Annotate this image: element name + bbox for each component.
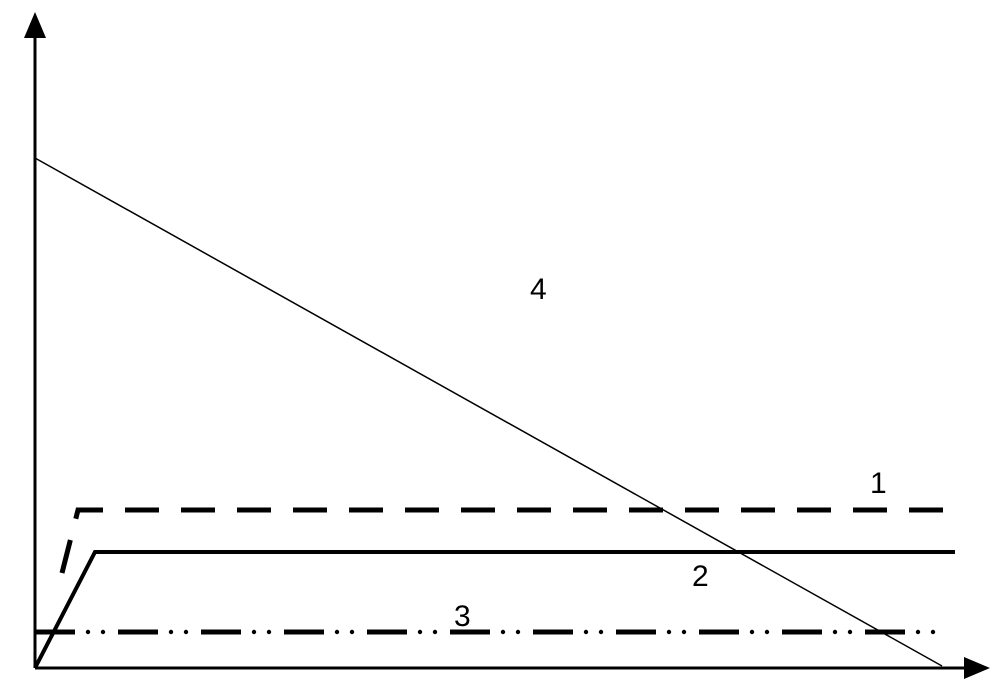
series-1-label: 1 — [870, 467, 887, 501]
chart-svg — [0, 0, 1000, 693]
series-2-line — [35, 552, 955, 668]
series-2-label: 2 — [692, 560, 709, 594]
series-4-label: 4 — [530, 273, 547, 307]
series-3-line — [35, 630, 935, 634]
series-4-line — [35, 158, 942, 666]
series-3-label: 3 — [454, 600, 471, 634]
chart-stage: 4 1 2 3 — [0, 0, 1000, 693]
series-1-line — [62, 510, 955, 573]
